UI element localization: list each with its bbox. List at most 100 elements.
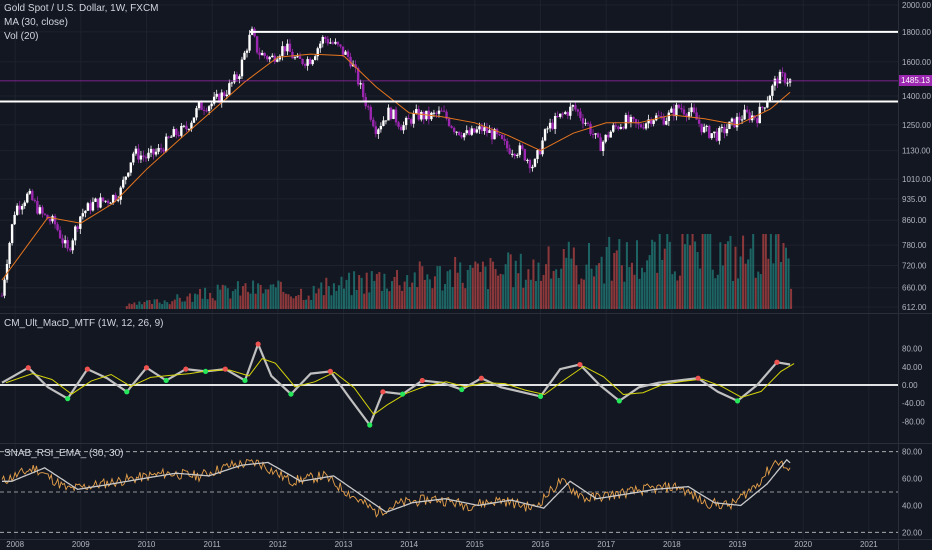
candle-body: [761, 106, 764, 108]
candle-body: [718, 128, 721, 141]
volume-bar: [214, 300, 217, 309]
volume-bar: [744, 263, 747, 309]
volume-bar: [560, 268, 563, 309]
rsi-panel-plot: [0, 451, 898, 533]
candle-body: [119, 187, 122, 200]
volume-bar: [600, 256, 603, 309]
candle-body: [521, 145, 524, 150]
volume-bar: [471, 267, 474, 309]
candle-body: [76, 226, 79, 229]
volume-bar: [135, 304, 138, 309]
candle-body: [142, 155, 145, 157]
volume-bar: [378, 272, 381, 309]
chart-title: Gold Spot / U.S. Dollar, 1W, FXCM: [4, 3, 159, 14]
volume-bar: [661, 259, 664, 309]
candle-body: [336, 41, 340, 45]
candle-body: [594, 133, 597, 135]
candle-body: [134, 148, 138, 154]
candle-body: [180, 125, 183, 136]
volume-bar: [449, 269, 452, 309]
volume-bar: [249, 293, 252, 309]
candle-body: [725, 128, 729, 134]
macd-y-tick: 0.00: [902, 381, 918, 390]
candle-body: [23, 202, 26, 207]
candle-body: [273, 55, 276, 62]
candle-body: [89, 203, 92, 211]
candle-body: [783, 73, 787, 83]
volume-bar: [757, 271, 760, 309]
volume-bar: [668, 241, 671, 309]
volume-bar: [724, 243, 727, 309]
volume-bar: [438, 266, 441, 309]
candle-body: [404, 117, 408, 126]
candle-body: [5, 263, 9, 280]
volume-bar: [244, 283, 247, 309]
volume-bar: [696, 252, 699, 309]
candle-body: [412, 113, 415, 124]
candle-body: [48, 219, 52, 222]
candle-body: [632, 116, 635, 120]
volume-bar: [171, 301, 174, 309]
candle-body: [21, 206, 24, 210]
candle-body: [344, 51, 347, 55]
volume-bar: [517, 273, 520, 309]
volume-bar: [183, 301, 186, 309]
candle-body: [768, 95, 772, 102]
candle-body: [321, 36, 324, 44]
cross-dot: [399, 391, 406, 397]
volume-bar: [721, 265, 724, 309]
cross-dot: [143, 365, 150, 371]
volume-bar: [582, 279, 585, 309]
volume-bar: [345, 279, 348, 309]
candle-body: [687, 112, 691, 117]
candle-body: [243, 52, 246, 60]
volume-bar: [229, 298, 232, 309]
y-tick-label: 612.00: [902, 303, 927, 312]
volume-bar: [348, 272, 351, 309]
candle-body: [470, 128, 474, 135]
candle-body: [132, 153, 135, 163]
candle-body: [702, 126, 706, 133]
candle-body: [571, 105, 575, 107]
volume-bar: [166, 302, 169, 309]
candle-body: [637, 123, 640, 125]
cross-dot: [288, 391, 294, 397]
candle-body: [394, 109, 398, 123]
volume-bar: [320, 282, 323, 309]
candle-body: [738, 116, 741, 121]
candle-body: [210, 103, 213, 107]
candle-body: [187, 129, 191, 131]
volume-bar: [163, 300, 166, 309]
candle-body: [339, 44, 342, 47]
candle-body: [374, 126, 378, 135]
candle-body: [26, 193, 29, 203]
y-tick-label: 780.00: [902, 241, 927, 250]
candle-body: [197, 102, 201, 109]
cross-dot: [124, 389, 130, 395]
candle-body: [536, 150, 539, 160]
volume-bar: [423, 279, 426, 309]
cross-dot: [695, 375, 701, 381]
volume-bar: [734, 246, 737, 309]
volume-bar: [759, 274, 762, 309]
candle-body: [0, 295, 4, 297]
volume-bar: [385, 288, 388, 309]
candle-body: [225, 94, 228, 97]
candle-body: [634, 119, 638, 124]
volume-bar: [360, 277, 363, 309]
rsi-ema-line: [2, 458, 791, 513]
volume-bar: [464, 288, 467, 309]
volume-bar: [128, 303, 131, 309]
candle-body: [301, 58, 304, 64]
cross-dot: [25, 365, 31, 371]
volume-bar: [476, 263, 479, 309]
candle-body: [149, 148, 153, 153]
volume-bar: [441, 290, 444, 309]
candle-body: [185, 125, 188, 130]
candle-body: [298, 56, 302, 59]
candle-body: [723, 126, 726, 134]
volume-bar: [494, 269, 497, 309]
candle-body: [122, 179, 125, 188]
